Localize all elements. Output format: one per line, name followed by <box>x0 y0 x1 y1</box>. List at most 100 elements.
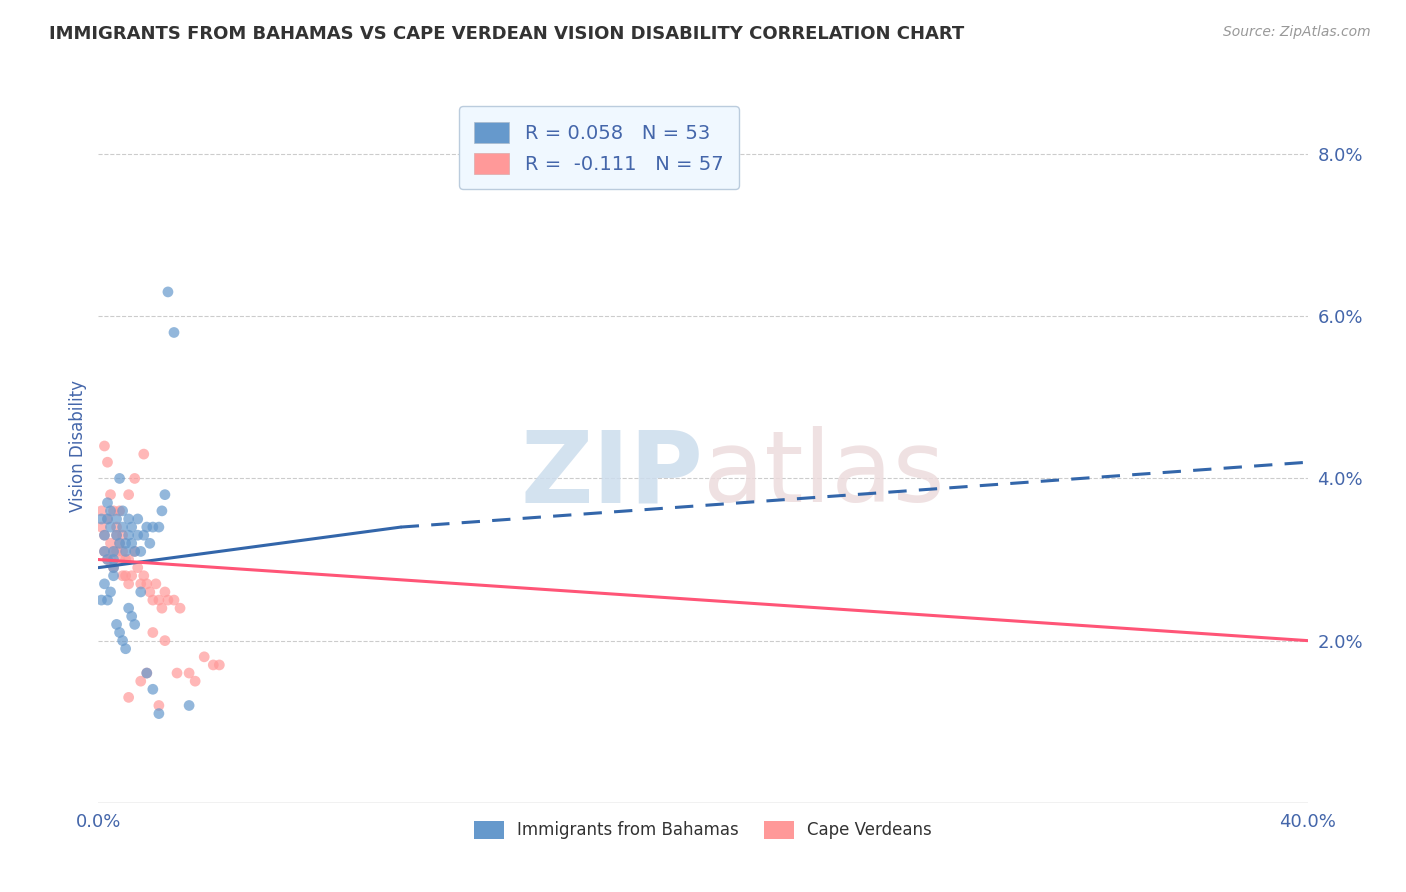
Point <box>121 609 143 624</box>
Point <box>118 488 141 502</box>
Point <box>193 649 215 664</box>
Point <box>118 512 141 526</box>
Point <box>93 528 115 542</box>
Point <box>100 536 122 550</box>
Text: atlas: atlas <box>703 426 945 523</box>
Point <box>118 528 141 542</box>
Point <box>148 593 170 607</box>
Point <box>127 528 149 542</box>
Y-axis label: Vision Disability: Vision Disability <box>69 380 87 512</box>
Point <box>100 585 122 599</box>
Point <box>118 577 141 591</box>
Point <box>148 706 170 721</box>
Point <box>100 504 122 518</box>
Point <box>135 577 157 591</box>
Point <box>103 504 125 518</box>
Point <box>163 593 186 607</box>
Point <box>111 528 134 542</box>
Point <box>96 552 118 566</box>
Point <box>148 698 170 713</box>
Point <box>114 544 136 558</box>
Point <box>124 471 146 485</box>
Text: IMMIGRANTS FROM BAHAMAS VS CAPE VERDEAN VISION DISABILITY CORRELATION CHART: IMMIGRANTS FROM BAHAMAS VS CAPE VERDEAN … <box>49 25 965 43</box>
Point <box>153 633 176 648</box>
Point <box>105 512 128 526</box>
Point <box>150 504 173 518</box>
Point <box>105 528 128 542</box>
Point <box>156 593 179 607</box>
Point <box>90 593 112 607</box>
Point <box>103 560 125 574</box>
Point <box>93 544 115 558</box>
Point <box>96 512 118 526</box>
Point <box>127 560 149 574</box>
Point <box>153 585 176 599</box>
Point <box>111 504 134 518</box>
Point <box>93 439 115 453</box>
Point <box>90 512 112 526</box>
Point <box>135 520 157 534</box>
Point <box>96 593 118 607</box>
Point <box>121 568 143 582</box>
Point <box>124 544 146 558</box>
Point <box>96 512 118 526</box>
Point <box>124 617 146 632</box>
Point <box>156 285 179 299</box>
Point <box>103 552 125 566</box>
Point <box>108 536 131 550</box>
Point <box>108 504 131 518</box>
Point <box>135 666 157 681</box>
Point <box>103 568 125 582</box>
Point <box>90 520 112 534</box>
Legend: Immigrants from Bahamas, Cape Verdeans: Immigrants from Bahamas, Cape Verdeans <box>467 814 939 846</box>
Point <box>145 577 167 591</box>
Point <box>132 528 155 542</box>
Point <box>142 682 165 697</box>
Point <box>208 657 231 672</box>
Point <box>118 601 141 615</box>
Point <box>93 577 115 591</box>
Point <box>132 568 155 582</box>
Point <box>90 504 112 518</box>
Point <box>108 552 131 566</box>
Point <box>108 625 131 640</box>
Point <box>127 512 149 526</box>
Point <box>129 544 152 558</box>
Point <box>103 544 125 558</box>
Point <box>105 544 128 558</box>
Text: Source: ZipAtlas.com: Source: ZipAtlas.com <box>1223 25 1371 39</box>
Point <box>142 625 165 640</box>
Point <box>163 326 186 340</box>
Point <box>100 488 122 502</box>
Point <box>114 568 136 582</box>
Point <box>142 520 165 534</box>
Point <box>179 666 201 681</box>
Point <box>129 585 152 599</box>
Point <box>111 568 134 582</box>
Point <box>103 560 125 574</box>
Point <box>105 528 128 542</box>
Point <box>100 520 122 534</box>
Point <box>111 520 134 534</box>
Point <box>139 585 162 599</box>
Point <box>124 544 146 558</box>
Point <box>118 552 141 566</box>
Point <box>153 488 176 502</box>
Point <box>132 447 155 461</box>
Point <box>111 544 134 558</box>
Point <box>96 496 118 510</box>
Point <box>96 552 118 566</box>
Point <box>114 641 136 656</box>
Point <box>93 544 115 558</box>
Point <box>169 601 191 615</box>
Point <box>118 690 141 705</box>
Point <box>121 520 143 534</box>
Point <box>114 536 136 550</box>
Point <box>108 536 131 550</box>
Point <box>142 593 165 607</box>
Point <box>108 471 131 485</box>
Point <box>111 633 134 648</box>
Point <box>129 674 152 689</box>
Point <box>139 536 162 550</box>
Point <box>105 520 128 534</box>
